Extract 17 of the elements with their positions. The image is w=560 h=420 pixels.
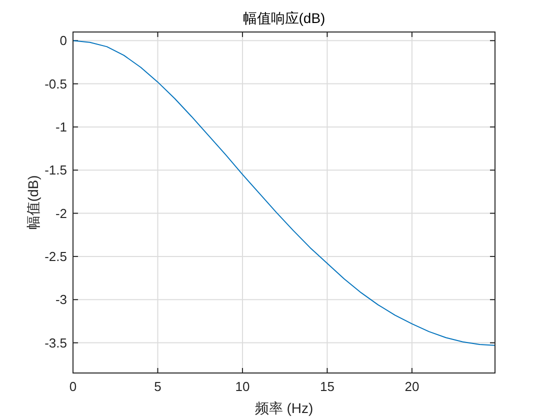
chart-title: 幅值响应(dB) [242, 10, 326, 26]
y-tick-label: -0.5 [44, 76, 67, 92]
y-tick-label: -3.5 [44, 335, 67, 350]
y-tick-label: -1.5 [44, 162, 67, 178]
x-tick-label: 15 [320, 379, 334, 394]
x-tick-label: 20 [404, 379, 420, 394]
y-tick-label: 0 [60, 33, 67, 48]
x-axis-title: 频率 (Hz) [254, 400, 314, 416]
line-series [72, 40, 496, 346]
y-tick-label: -3 [55, 292, 67, 308]
x-tick-label: 0 [69, 379, 77, 394]
y-tick-label: -1 [55, 119, 67, 134]
y-tick-label: -2.5 [44, 248, 67, 264]
y-axis-title: 幅值(dB) [25, 175, 41, 230]
y-tick-label: -2 [55, 206, 67, 221]
x-tick-label: 5 [154, 379, 162, 394]
x-tick-label: 10 [235, 379, 250, 394]
